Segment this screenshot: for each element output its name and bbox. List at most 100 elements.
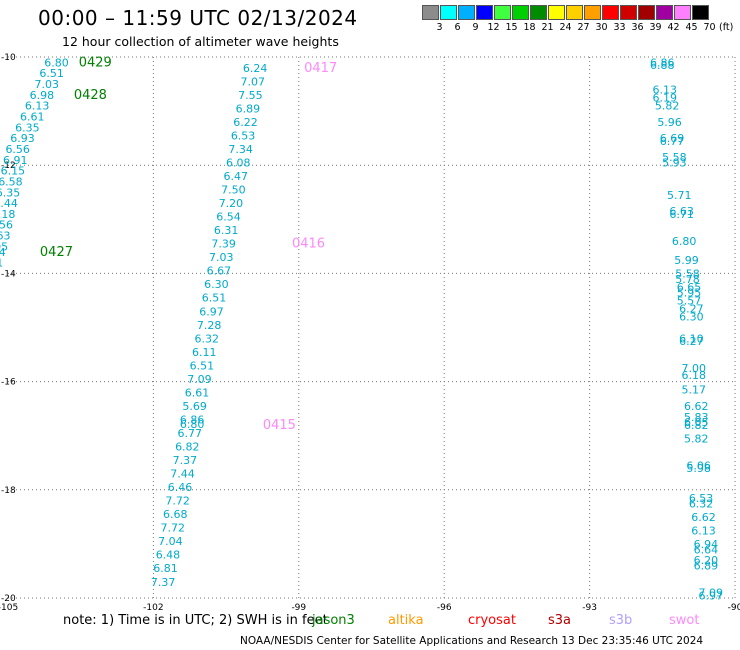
wave-height-value: 5.83 xyxy=(684,411,709,424)
wave-height-value: 6.51 xyxy=(39,67,64,80)
wave-height-value: 6.32 xyxy=(194,332,219,345)
wave-height-value: 6.65 xyxy=(677,281,702,294)
wave-height-value: 6.89 xyxy=(236,102,261,115)
colorbar-swatch-9 xyxy=(458,5,475,20)
chart-title: 00:00 – 11:59 UTC 02/13/2024 xyxy=(38,6,358,30)
y-tick-label: -14 xyxy=(1,269,16,279)
wave-height-value: 7.72 xyxy=(161,522,186,535)
wave-height-value: 6.35 xyxy=(0,186,20,199)
chart-subtitle: 12 hour collection of altimeter wave hei… xyxy=(62,34,339,49)
colorbar-label-9: 9 xyxy=(472,22,479,33)
colorbar-swatch-21 xyxy=(530,5,547,20)
wave-height-value: 5.69 xyxy=(182,400,207,413)
wave-height-value: 6.48 xyxy=(156,549,181,562)
wave-height-value: 5.57 xyxy=(677,294,702,307)
colorbar-label-3: 3 xyxy=(436,22,443,33)
wave-height-value: 6.53 xyxy=(689,492,714,505)
wave-height-value: 6.89 xyxy=(694,560,719,573)
pass-number-label: 0415 xyxy=(263,418,296,433)
wave-height-value: 6.97 xyxy=(699,589,724,602)
wave-height-value: 6.35 xyxy=(15,121,40,134)
wave-height-value: 6.19 xyxy=(652,92,677,105)
mission-legend-s3b: s3b xyxy=(609,613,633,628)
wave-height-value: 7.00 xyxy=(682,362,707,375)
colorbar-swatch-3 xyxy=(422,5,439,20)
wave-height-value: 6.32 xyxy=(689,497,714,510)
colorbar-swatch-6 xyxy=(440,5,457,20)
wave-height-value: 6.27 xyxy=(679,303,704,316)
colorbar-swatch-12 xyxy=(476,5,493,20)
colorbar-label-15: 15 xyxy=(505,22,518,33)
pass-number-label: 0429 xyxy=(79,55,112,70)
colorbar-label-27: 27 xyxy=(577,22,590,33)
colorbar-swatch-39 xyxy=(638,5,655,20)
wave-height-value: 6.77 xyxy=(660,135,685,148)
wave-height-value: 7.03 xyxy=(209,251,234,264)
wave-height-value: 6.13 xyxy=(652,83,677,96)
wave-height-value: 6.69 xyxy=(660,132,685,145)
wave-height-value: 6.11 xyxy=(192,346,217,359)
wave-height-value: 6.80 xyxy=(180,418,205,431)
wave-height-value: 6.51 xyxy=(190,359,215,372)
colorbar-swatch-70 xyxy=(692,5,709,20)
y-tick-label: -12 xyxy=(1,161,16,171)
wave-height-value: 7.03 xyxy=(35,78,60,91)
wave-height-value: 5.93 xyxy=(662,156,687,169)
colorbar-label-30: 30 xyxy=(595,22,608,33)
wave-height-value: 6.30 xyxy=(679,311,704,324)
footer-credit: NOAA/NESDIS Center for Satellite Applica… xyxy=(240,635,704,647)
mission-legend-jason3: jason3 xyxy=(312,613,355,628)
wave-height-value: 6.94 xyxy=(694,538,719,551)
wave-height-value: 7.39 xyxy=(211,238,236,251)
wave-height-value: 6.71 xyxy=(669,208,694,221)
wave-height-value: 6.06 xyxy=(686,459,711,472)
colorbar-swatch-27 xyxy=(566,5,583,20)
colorbar-swatch-15 xyxy=(494,5,511,20)
wave-height-value: 6.56 xyxy=(5,143,30,156)
wave-height-value: 6.27 xyxy=(679,335,704,348)
colorbar-label-18: 18 xyxy=(523,22,536,33)
footer-note: note: 1) Time is in UTC; 2) SWH is in fe… xyxy=(63,613,328,628)
wave-height-value: 5.78 xyxy=(675,273,700,286)
wave-height-value: 6.47 xyxy=(224,170,249,183)
wave-height-value: 7.50 xyxy=(221,184,246,197)
x-tick-label: -99 xyxy=(291,603,306,613)
wave-height-value: 6.91 xyxy=(3,154,28,167)
wave-height-value: 7.37 xyxy=(151,576,176,589)
wave-height-value: 6.82 xyxy=(684,419,709,432)
colorbar-swatch-24 xyxy=(548,5,565,20)
wave-height-value: 5.58 xyxy=(662,151,687,164)
pass-number-label: 0428 xyxy=(74,88,107,103)
wave-height-value: 6.62 xyxy=(684,400,709,413)
wave-height-value: 6.98 xyxy=(30,89,55,102)
wave-height-value: 5.71 xyxy=(667,189,692,202)
wave-height-value: 6.18 xyxy=(682,369,707,382)
wave-height-value: 5.58 xyxy=(675,267,700,280)
wave-height-value: 7.37 xyxy=(173,454,198,467)
wave-height-value: 6.15 xyxy=(1,165,26,178)
x-tick-label: -105 xyxy=(0,603,18,613)
wave-height-value: 6.54 xyxy=(0,246,6,259)
wave-height-value: 6.63 xyxy=(669,205,694,218)
wave-height-value: 5.17 xyxy=(682,384,707,397)
colorbar-label-39: 39 xyxy=(649,22,662,33)
y-tick-label: -18 xyxy=(1,486,16,496)
y-tick-label: -10 xyxy=(1,53,16,63)
x-tick-label: -93 xyxy=(582,603,597,613)
colorbar-swatch-42 xyxy=(656,5,673,20)
wave-height-value: 6.93 xyxy=(10,132,35,145)
colorbar-label-45: 45 xyxy=(685,22,698,33)
colorbar-label-33: 33 xyxy=(613,22,626,33)
x-tick-label: -96 xyxy=(437,603,452,613)
mission-legend-s3a: s3a xyxy=(548,613,572,628)
wave-height-value: 6.13 xyxy=(25,100,50,113)
wave-height-value: 5.96 xyxy=(657,116,682,129)
wave-height-value: 6.13 xyxy=(691,524,716,537)
pass-number-label: 0417 xyxy=(304,61,337,76)
wave-height-value: 6.20 xyxy=(694,554,719,567)
wave-height-value: 6.08 xyxy=(226,156,251,169)
wave-height-value: 6.05 xyxy=(0,240,8,253)
wave-height-value: 6.61 xyxy=(20,111,45,124)
wave-height-value: 6.81 xyxy=(153,562,178,575)
